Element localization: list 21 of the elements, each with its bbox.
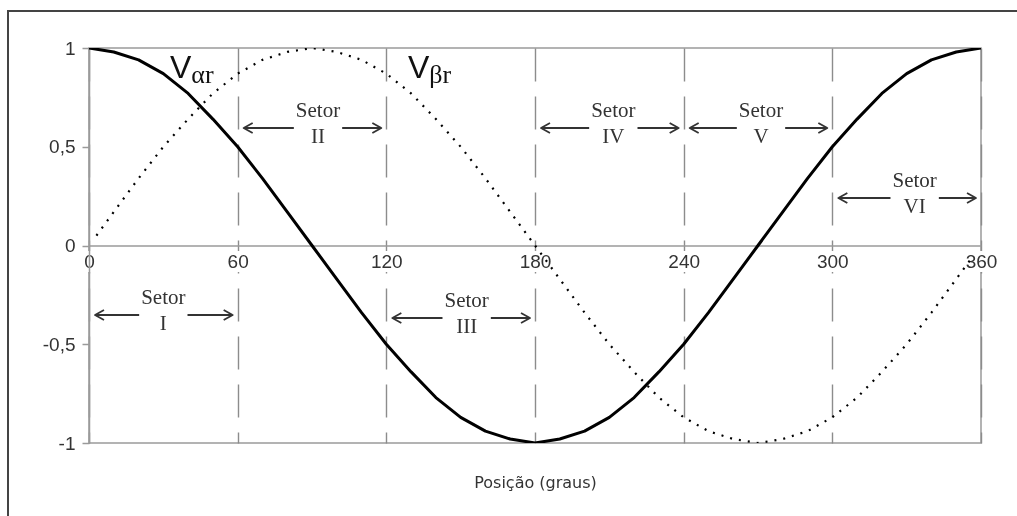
y-tick-label: 0: [64, 235, 76, 256]
series-label: V$_{αr}$: [170, 49, 214, 89]
x-tick-label: 0: [84, 251, 95, 272]
annotation: Setor II: [295, 98, 341, 148]
x-tick-label: 120: [370, 251, 403, 272]
x-tick-label: 60: [227, 251, 249, 272]
annotation: Setor I: [141, 285, 186, 335]
x-tick-label: 360: [965, 251, 998, 272]
annotation: Setor V: [738, 98, 784, 148]
x-tick-label: 180: [519, 251, 552, 272]
x-axis-title: Posição (graus): [474, 472, 597, 492]
annotation: Setor VI: [892, 168, 937, 218]
y-tick-label: 1: [64, 37, 76, 59]
series-label: V$_{βr}$: [408, 49, 452, 89]
y-tick-label: -1: [58, 432, 76, 454]
x-tick-label: 300: [816, 251, 849, 272]
annotation: Setor IV: [591, 98, 636, 148]
y-tick-label: -0,5: [42, 333, 76, 355]
x-tick-label: 240: [668, 251, 701, 272]
y-tick-label: 0,5: [49, 136, 76, 158]
annotation: Setor III: [444, 288, 489, 338]
